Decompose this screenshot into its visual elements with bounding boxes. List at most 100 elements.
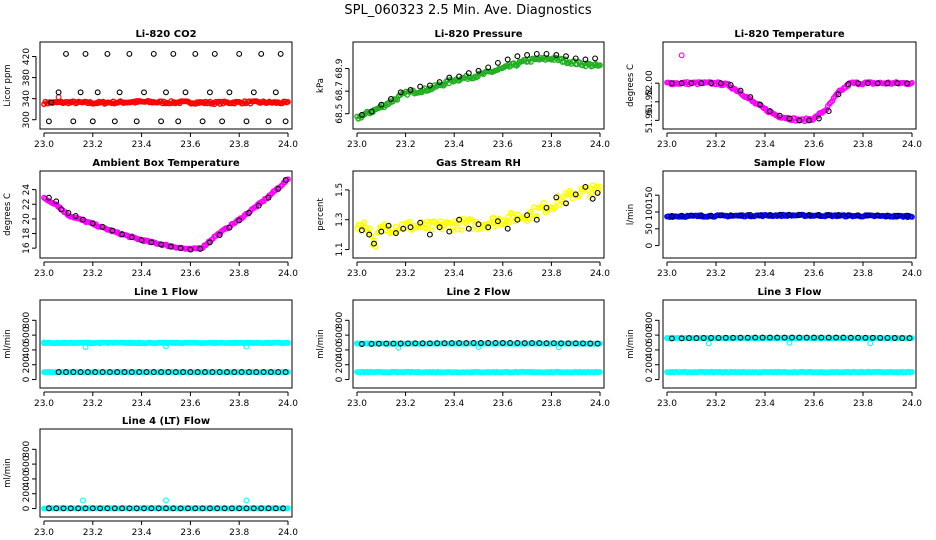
data-point xyxy=(475,67,482,74)
data-point xyxy=(528,208,534,215)
data-point xyxy=(89,505,96,512)
data-point xyxy=(492,340,499,346)
data-point xyxy=(45,118,52,125)
data-point xyxy=(507,340,514,346)
data-point xyxy=(845,81,852,88)
data-point xyxy=(426,82,433,89)
data-point xyxy=(378,101,385,108)
y-axis-label: ml/min xyxy=(626,329,636,359)
data-point xyxy=(167,243,174,250)
x-tick-label: 23.0 xyxy=(657,399,677,409)
data-point xyxy=(419,340,426,347)
data-point xyxy=(397,340,404,347)
plot-frame xyxy=(662,299,917,389)
data-point xyxy=(121,369,128,376)
data-point xyxy=(597,340,603,347)
data-point xyxy=(864,212,871,219)
data-point xyxy=(371,240,377,247)
data-point xyxy=(475,221,482,228)
data-point xyxy=(170,505,177,512)
series-line2-flow xyxy=(354,368,603,376)
series-co2-outlier xyxy=(55,94,62,101)
data-point xyxy=(543,204,550,211)
data-point xyxy=(766,108,773,115)
data-point xyxy=(226,89,233,96)
data-point xyxy=(282,177,289,184)
data-point xyxy=(202,369,208,376)
chart-panel: Ambient Box Temperature degrees C 23.0 23.2… xyxy=(3,158,298,279)
data-point xyxy=(504,225,511,232)
data-point xyxy=(358,111,365,118)
x-tick-label: 23.6 xyxy=(804,269,824,279)
data-point xyxy=(847,334,854,341)
data-point xyxy=(450,223,457,230)
data-point xyxy=(436,79,443,86)
data-point xyxy=(126,505,133,512)
data-point xyxy=(533,50,540,57)
data-point xyxy=(582,56,589,63)
panel-title: Line 3 Flow xyxy=(758,287,822,298)
data-point xyxy=(811,334,817,341)
data-point xyxy=(55,94,62,101)
data-point xyxy=(238,369,245,376)
chart-panel: Gas Stream RH percent 23.0 23.2 23.4 23.6 23.8… xyxy=(316,158,610,279)
data-point xyxy=(815,115,822,122)
y-tick-label: 200 xyxy=(22,485,32,502)
data-point xyxy=(104,505,111,512)
x-tick-label: 23.0 xyxy=(34,528,54,538)
data-point xyxy=(228,505,235,512)
panel-title: Li-820 Temperature xyxy=(734,29,844,40)
panel-title: Gas Stream RH xyxy=(436,158,521,169)
x-tick-label: 23.0 xyxy=(34,269,54,279)
data-point xyxy=(426,231,433,238)
data-point xyxy=(267,369,274,376)
series-rh-ref xyxy=(358,183,601,247)
panel-title: Li-820 CO2 xyxy=(135,29,196,40)
x-tick-label: 23.2 xyxy=(706,399,726,409)
data-point xyxy=(192,50,199,57)
x-tick-label: 24.0 xyxy=(278,399,298,409)
data-point xyxy=(395,344,402,351)
y-tick-label: 400 xyxy=(335,341,345,358)
y-axis-label: ml/min xyxy=(316,329,326,359)
data-point xyxy=(806,212,813,218)
y-tick-label: 400 xyxy=(645,341,655,358)
data-point xyxy=(231,369,238,376)
data-point xyxy=(565,340,572,347)
data-point xyxy=(67,505,74,512)
data-point xyxy=(155,505,162,512)
data-point xyxy=(708,212,715,219)
x-tick-label: 23.6 xyxy=(804,140,824,150)
x-tick-label: 23.8 xyxy=(541,399,561,409)
data-point xyxy=(272,89,279,96)
data-point xyxy=(884,80,891,87)
data-point xyxy=(99,369,106,376)
data-point xyxy=(243,118,250,125)
data-point xyxy=(143,369,150,376)
plot-frame xyxy=(662,170,917,259)
data-point xyxy=(550,340,557,347)
y-tick-label: 0 xyxy=(22,505,32,511)
data-point xyxy=(668,335,675,342)
x-tick-label: 23.8 xyxy=(853,140,873,150)
data-point xyxy=(678,335,685,342)
data-point xyxy=(835,212,842,218)
data-point xyxy=(77,89,84,96)
data-point xyxy=(867,340,874,347)
y-tick-label: 1.3 xyxy=(335,213,345,227)
data-point xyxy=(187,369,194,376)
data-point xyxy=(375,229,382,236)
data-point xyxy=(543,50,550,57)
series-line3-flow xyxy=(664,368,915,376)
x-tick-label: 23.0 xyxy=(347,399,367,409)
data-point xyxy=(45,505,52,512)
data-point xyxy=(165,369,172,376)
data-point xyxy=(752,334,759,341)
data-point xyxy=(214,505,221,512)
y-tick-label: 50 xyxy=(645,223,655,235)
x-tick-label: 23.6 xyxy=(180,269,200,279)
data-point xyxy=(226,224,233,231)
y-tick-label: 0 xyxy=(22,376,32,382)
data-point xyxy=(53,198,60,205)
